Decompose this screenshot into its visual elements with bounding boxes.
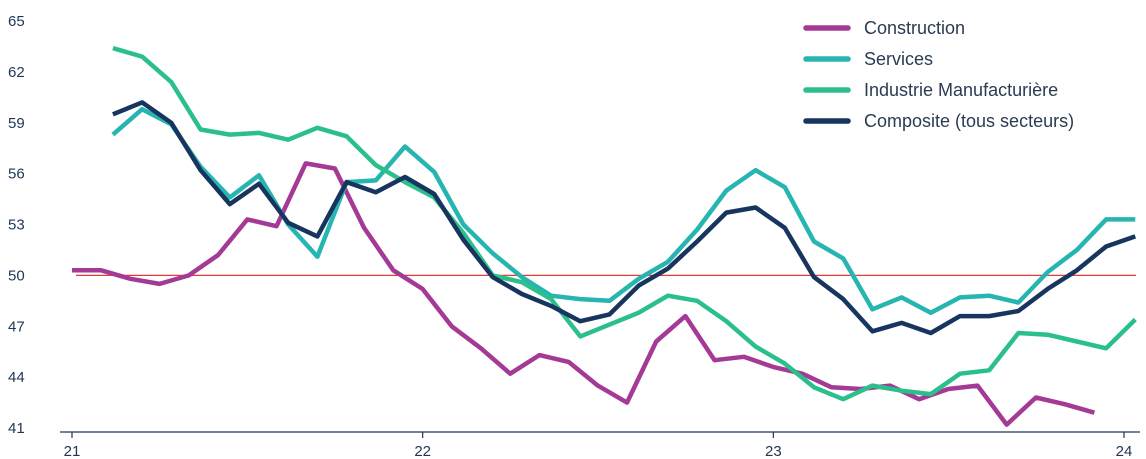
series-line-composite-tous-secteurs: [112, 100, 1137, 336]
y-tick-label: 56: [8, 166, 25, 183]
legend-label: Industrie Manufacturière: [864, 80, 1058, 100]
y-tick-label: 44: [8, 369, 25, 386]
x-axis: 21 22 23 24: [60, 431, 1140, 459]
y-axis-ticks: 41 44 47 50 53 56 59 62 65: [8, 13, 25, 437]
y-tick-label: 53: [8, 217, 25, 234]
legend-label: Composite (tous secteurs): [864, 111, 1074, 131]
series-line-construction: [72, 161, 1096, 427]
y-tick-label: 65: [8, 13, 25, 30]
series-line-services: [111, 106, 1136, 315]
legend-label: Construction: [864, 18, 965, 38]
y-tick-label: 47: [8, 318, 25, 335]
y-tick-label: 41: [8, 420, 25, 437]
series-line-industrie-manufacturi-re: [112, 45, 1137, 402]
y-tick-label: 59: [8, 115, 25, 132]
y-tick-label: 62: [8, 64, 25, 81]
legend: Construction Services Industrie Manufactur…: [803, 18, 1074, 131]
y-tick-label: 50: [8, 267, 25, 284]
x-tick-label: 22: [414, 443, 431, 459]
legend-label: Services: [864, 49, 933, 69]
x-tick-label: 24: [1116, 443, 1133, 459]
x-tick-label: 23: [765, 443, 782, 459]
x-tick-label: 21: [64, 443, 81, 459]
series-lines: [72, 45, 1137, 427]
